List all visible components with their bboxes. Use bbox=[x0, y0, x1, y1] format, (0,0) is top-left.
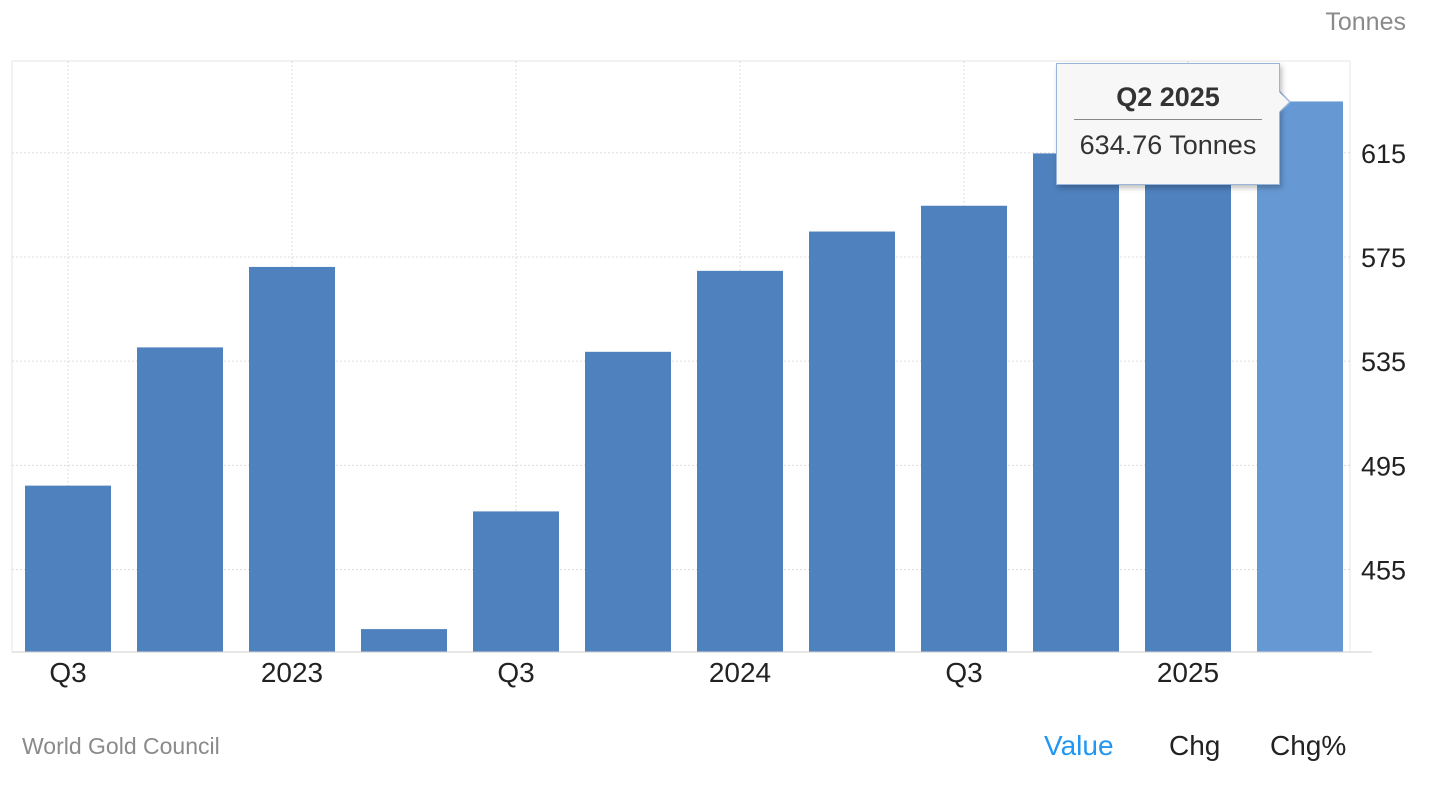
bar-q4-2022[interactable] bbox=[137, 347, 223, 652]
toggle-value[interactable]: Value bbox=[1044, 730, 1114, 761]
y-tick-label: 455 bbox=[1361, 555, 1406, 585]
bar-q4-2024[interactable] bbox=[1033, 153, 1119, 652]
view-toggles: Value Chg Chg% bbox=[0, 730, 1430, 766]
y-tick-label: 535 bbox=[1361, 347, 1406, 377]
bar-q3-2022[interactable] bbox=[25, 485, 111, 652]
y-tick-label: 575 bbox=[1361, 243, 1406, 273]
bar-q1-2025[interactable] bbox=[1145, 115, 1231, 652]
x-tick-label: Q3 bbox=[945, 657, 982, 688]
tooltip-value: 634.76 Tonnes bbox=[1079, 130, 1257, 160]
unit-label: Tonnes bbox=[1325, 8, 1406, 36]
toggle-chg[interactable]: Chg bbox=[1169, 730, 1221, 761]
bar-q2-2023[interactable] bbox=[361, 629, 447, 652]
bar-q2-2024[interactable] bbox=[809, 231, 895, 653]
y-tick-label: 495 bbox=[1361, 451, 1406, 481]
tooltip: Q2 2025 634.76 Tonnes bbox=[1056, 63, 1280, 185]
x-tick-label: 2024 bbox=[709, 657, 771, 688]
bar-q1-2023[interactable] bbox=[249, 266, 335, 652]
bar-chart: Q3 2023 Q3 2024 Q3 2025 455 495 535 575 615 bbox=[11, 60, 1406, 688]
bar-q3-2023[interactable] bbox=[473, 511, 559, 652]
tooltip-arrow-inner bbox=[1279, 92, 1289, 112]
x-tick-label: 2023 bbox=[261, 657, 323, 688]
x-axis-labels: Q3 2023 Q3 2024 Q3 2025 bbox=[49, 657, 1219, 688]
tooltip-title: Q2 2025 bbox=[1116, 82, 1220, 112]
x-tick-label: Q3 bbox=[49, 657, 86, 688]
bar-q1-2024[interactable] bbox=[697, 270, 783, 652]
bar-q3-2024[interactable] bbox=[921, 205, 1007, 652]
y-tick-label: 615 bbox=[1361, 139, 1406, 169]
y-axis-labels: 455 495 535 575 615 bbox=[1361, 139, 1406, 586]
source-label: World Gold Council bbox=[22, 733, 220, 759]
x-tick-label: 2025 bbox=[1157, 657, 1219, 688]
bars bbox=[25, 101, 1343, 653]
toggle-chg-percent[interactable]: Chg% bbox=[1270, 730, 1347, 761]
bar-q4-2023[interactable] bbox=[585, 351, 671, 652]
x-tick-label: Q3 bbox=[497, 657, 534, 688]
tooltip-separator bbox=[1074, 119, 1262, 120]
bar-q2-2025[interactable] bbox=[1257, 101, 1343, 653]
